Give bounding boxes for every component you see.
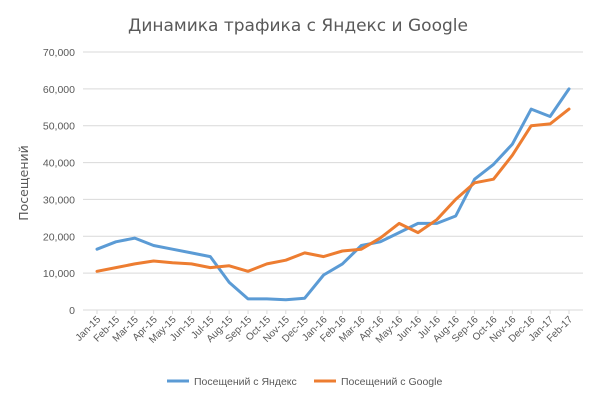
legend-label: Посещений с Google bbox=[341, 376, 442, 388]
y-tick-label: 30,000 bbox=[43, 194, 75, 206]
x-axis-ticks: Jan-15Feb-15Mar-15Apr-15May-15Jun-15Jul-… bbox=[74, 310, 575, 346]
grid bbox=[83, 51, 583, 311]
y-axis-label: Посещений bbox=[16, 145, 31, 221]
y-tick-label: 70,000 bbox=[43, 47, 75, 59]
legend-label: Посещений с Яндекс bbox=[194, 376, 297, 388]
series-line-yandex bbox=[95, 87, 571, 302]
y-tick-label: 20,000 bbox=[43, 231, 75, 243]
y-tick-label: 0 bbox=[69, 305, 75, 317]
series-line-google bbox=[95, 107, 571, 273]
series-lines bbox=[95, 87, 571, 302]
chart-title: Динамика трафика с Яндекс и Google bbox=[128, 16, 468, 36]
y-axis-ticks: 0 10,000 20,000 30,000 40,000 50,000 60,000 70,… bbox=[43, 47, 75, 317]
legend: Посещений с Яндекс Посещений с Google bbox=[167, 376, 442, 388]
y-tick-label: 60,000 bbox=[43, 84, 75, 96]
y-tick-label: 40,000 bbox=[43, 158, 75, 170]
y-tick-label: 50,000 bbox=[43, 121, 75, 133]
y-tick-label: 10,000 bbox=[43, 268, 75, 280]
